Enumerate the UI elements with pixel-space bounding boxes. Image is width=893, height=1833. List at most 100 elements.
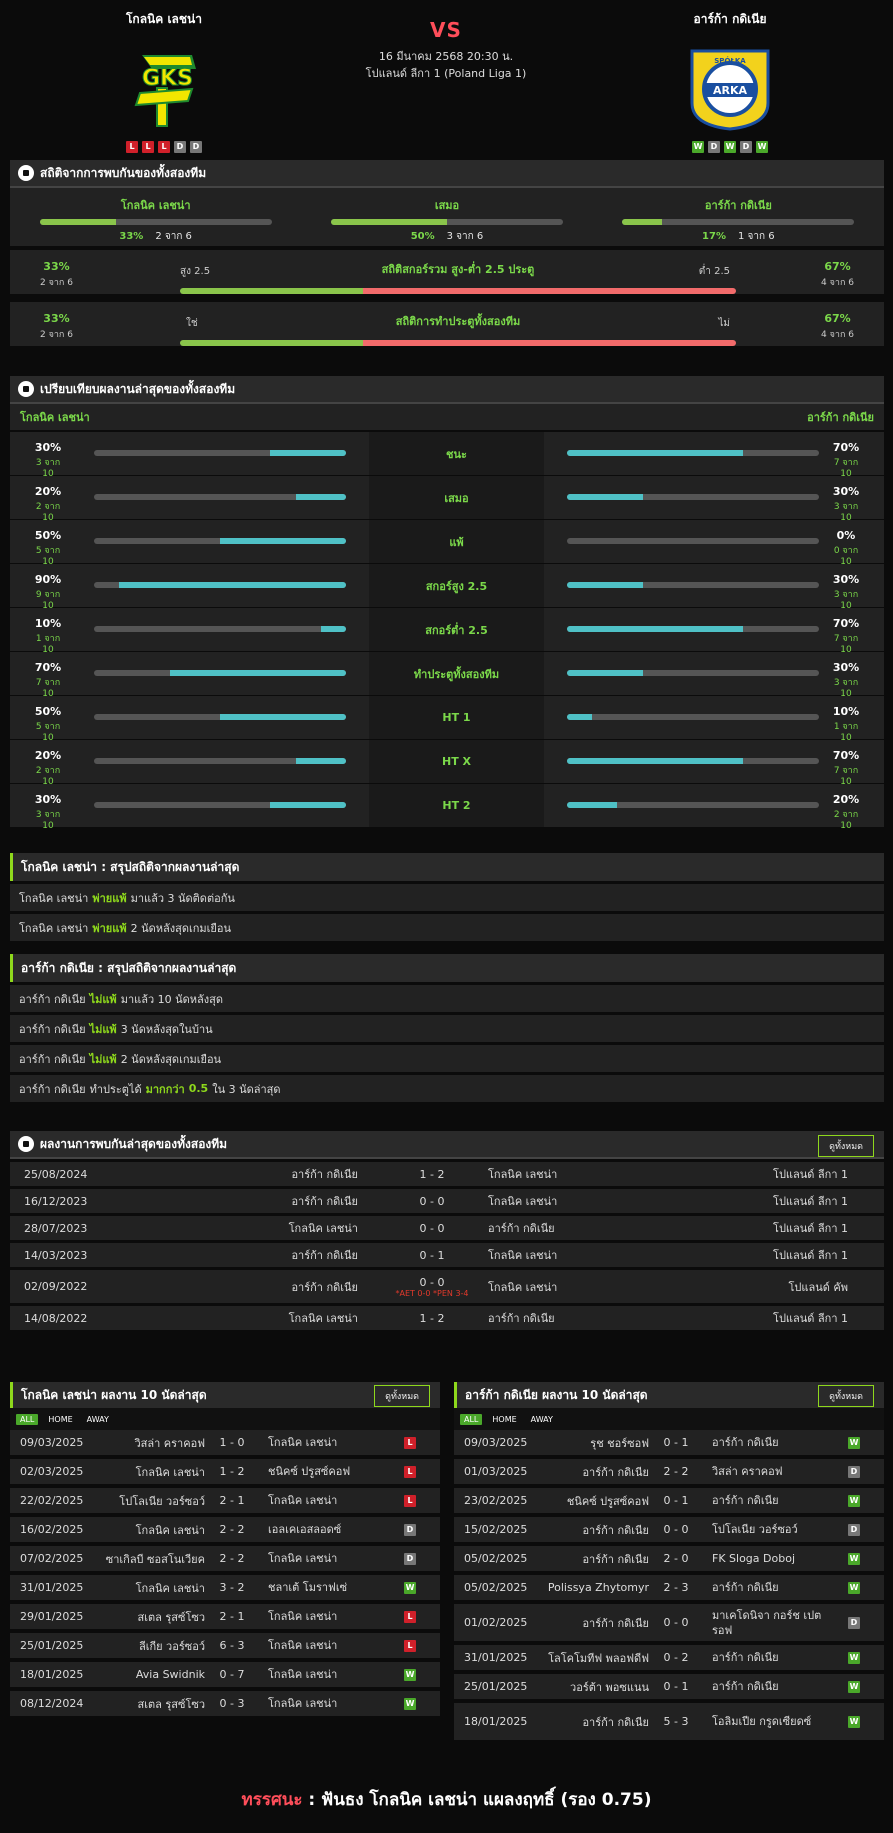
match-row[interactable]: 09/03/2025 วิสล่า คราคอฟ 1 - 0 โกลนิค เล… [10, 1430, 440, 1456]
compare-metric-label: ชนะ [369, 432, 544, 475]
view-all-button[interactable]: ดูทั้งหมด [374, 1385, 430, 1407]
result-badge: W [848, 1651, 860, 1664]
progress-bar [622, 219, 855, 225]
match-row[interactable]: 15/02/2025 อาร์ก้า กดิเนีย 0 - 0 โปโลเนี… [454, 1517, 884, 1543]
match-row[interactable]: 29/01/2025 สเตล รุสซ์โซว 2 - 1 โกลนิค เล… [10, 1604, 440, 1630]
split-bar [180, 288, 736, 294]
h2h-result-row[interactable]: 28/07/2023 โกลนิค เลชน่า 0 - 0 อาร์ก้า ก… [10, 1216, 884, 1243]
match-row[interactable]: 18/01/2025 อาร์ก้า กดิเนีย 5 - 3 โอลิมเป… [454, 1703, 884, 1741]
match-score: 0 - 0 [419, 1194, 445, 1208]
h2h-result-row[interactable]: 14/03/2023 อาร์ก้า กดิเนีย 0 - 1 โกลนิค … [10, 1243, 884, 1270]
h2h-col-pct: 33% [119, 231, 144, 242]
ou-left-label: สูง 2.5 [180, 266, 211, 277]
btts-right-label: ไม่ [718, 318, 730, 329]
panel-header: อาร์ก้า กดิเนีย ผลงาน 10 นัดล่าสุด ดูทั้… [454, 1382, 884, 1408]
away-team-name: โกลนิค เลชน่า [268, 1436, 338, 1449]
away-form: W D W D W [640, 141, 820, 153]
match-row[interactable]: 09/03/2025 รุช ชอร์ซอฟ 0 - 1 อาร์ก้า กดิ… [454, 1430, 884, 1456]
h2h-result-row[interactable]: 02/09/2022 อาร์ก้า กดิเนีย 0 - 0 *AET 0-0… [10, 1270, 884, 1306]
match-score: 0 - 0 [419, 1275, 445, 1289]
away-team[interactable]: อาร์ก้า กดิเนีย ARKA SPÓŁKA W D W D W [640, 10, 820, 153]
competition-name: โปแลนด์ ลีกา 1 [773, 1312, 848, 1325]
home-progress-bar [94, 802, 346, 808]
summary-team: โกลนิค เลชน่า [19, 891, 89, 905]
view-all-button[interactable]: ดูทั้งหมด [818, 1385, 874, 1407]
summary-text: มาแล้ว 10 นัดหลังสุด [120, 992, 223, 1006]
match-row[interactable]: 25/01/2025 ลีเกีย วอร์ซอว์ 6 - 3 โกลนิค … [10, 1633, 440, 1659]
home-pct: 30% [34, 441, 62, 454]
match-row[interactable]: 31/01/2025 โลโคโมทีฟ พลอฟดีฟ 0 - 2 อาร์ก… [454, 1645, 884, 1671]
away-team-name: อาร์ก้า กดิเนีย [712, 1680, 779, 1693]
match-row[interactable]: 01/03/2025 อาร์ก้า กดิเนีย 2 - 2 วิสล่า … [454, 1459, 884, 1485]
home-pct: 50% [34, 705, 62, 718]
section-header: เปรียบเทียบผลงานล่าสุดของทั้งสองทีม [10, 376, 884, 404]
summary-team: อาร์ก้า กดิเนีย [19, 1022, 86, 1036]
away-team-name: โกลนิค เลชน่า [268, 1610, 338, 1623]
tab-all[interactable]: ALL [16, 1413, 39, 1425]
summary-team: อาร์ก้า กดิเนีย [19, 1082, 86, 1096]
home-count: 2 จาก 10 [35, 766, 61, 787]
home-count: 3 จาก 10 [35, 458, 61, 479]
away-team-name: ชนิคซ์ ปรูสซ์คอฟ [268, 1465, 351, 1478]
svg-text:SPÓŁKA: SPÓŁKA [714, 56, 746, 65]
result-badge: D [404, 1523, 416, 1536]
match-row[interactable]: 16/02/2025 โกลนิค เลชน่า 2 - 2 เอลเคเอสล… [10, 1517, 440, 1543]
home-team-name: อาร์ก้า กดิเนีย [582, 1523, 649, 1537]
soccer-ball-icon [18, 165, 34, 181]
tab-away[interactable]: AWAY [530, 1414, 553, 1424]
tab-home[interactable]: HOME [48, 1414, 73, 1424]
away-progress-bar [567, 802, 819, 808]
match-date: 05/02/2025 [464, 1552, 528, 1565]
summary-away-section: อาร์ก้า กดิเนีย : สรุปสถิติจากผลงานล่าสุ… [10, 954, 884, 1102]
form-badge: L [126, 141, 138, 153]
match-row[interactable]: 07/02/2025 ซาเกิลบี ซอสโนเวียค 2 - 2 โกล… [10, 1546, 440, 1572]
summary-header: อาร์ก้า กดิเนีย : สรุปสถิติจากผลงานล่าสุ… [10, 954, 884, 982]
away-pct: 0% [836, 529, 856, 542]
match-row[interactable]: 22/02/2025 โปโลเนีย วอร์ซอว์ 2 - 1 โกลนิ… [10, 1488, 440, 1514]
h2h-col-pct: 50% [410, 231, 435, 242]
h2h-stats-section: สถิติจากการพบกันของทั้งสองทีม โกลนิค เลช… [10, 160, 884, 346]
tab-all[interactable]: ALL [460, 1413, 483, 1425]
h2h-result-row[interactable]: 14/08/2022 โกลนิค เลชน่า 1 - 2 อาร์ก้า ก… [10, 1306, 884, 1333]
match-row[interactable]: 08/12/2024 สเตล รุสซ์โซว 0 - 3 โกลนิค เล… [10, 1691, 440, 1717]
h2h-result-row[interactable]: 16/12/2023 อาร์ก้า กดิเนีย 0 - 0 โกลนิค … [10, 1189, 884, 1216]
match-row[interactable]: 31/01/2025 โกลนิค เลชน่า 3 - 2 ชลาเต้ โม… [10, 1575, 440, 1601]
away-team-name: โกลนิค เลชน่า [488, 1195, 558, 1208]
home-pct: 20% [34, 749, 62, 762]
match-row[interactable]: 18/01/2025 Avia Swidnik 0 - 7 โกลนิค เลช… [10, 1662, 440, 1688]
away-team-name: โกลนิค เลชน่า [488, 1249, 558, 1262]
match-date: 02/09/2022 [24, 1280, 88, 1293]
away-team-name: วิสล่า คราคอฟ [712, 1465, 783, 1478]
match-row[interactable]: 01/02/2025 อาร์ก้า กดิเนีย 0 - 0 มาเคโดน… [454, 1604, 884, 1642]
home-count: 9 จาก 10 [35, 590, 61, 611]
match-score: 1 - 2 [419, 1311, 445, 1325]
away-team-name: โปโลเนีย วอร์ซอว์ [712, 1523, 798, 1536]
view-all-button[interactable]: ดูทั้งหมด [818, 1135, 874, 1157]
match-row[interactable]: 05/02/2025 อาร์ก้า กดิเนีย 2 - 0 FK Slog… [454, 1546, 884, 1572]
match-row[interactable]: 05/02/2025 Polissya Zhytomyr 2 - 3 อาร์ก… [454, 1575, 884, 1601]
tab-away[interactable]: AWAY [86, 1414, 109, 1424]
match-row[interactable]: 23/02/2025 ชนิคซ์ ปรูสซ์คอฟ 0 - 1 อาร์ก้… [454, 1488, 884, 1514]
away-team-name: ชลาเต้ โมราฟเซ่ [268, 1581, 348, 1594]
btts-right-pct: 67% [824, 312, 851, 325]
home-team[interactable]: โกลนิค เลชน่า GKS L L L D D [74, 10, 254, 153]
home-form: L L L D D [74, 141, 254, 153]
away-team-name: อาร์ก้า กดิเนีย [712, 1436, 779, 1449]
summary-row: อาร์ก้า กดิเนีย ไม่แพ้ 2 นัดหลังสุดเกมเยือ… [10, 1042, 884, 1072]
home-team-name: ซาเกิลบี ซอสโนเวียค [105, 1552, 205, 1566]
h2h-result-row[interactable]: 25/08/2024 อาร์ก้า กดิเนีย 1 - 2 โกลนิค … [10, 1162, 884, 1189]
away-pct: 10% [832, 705, 860, 718]
home-pct: 10% [34, 617, 62, 630]
away-team-name: อาร์ก้า กดิเนีย [693, 12, 767, 26]
match-score: 0 - 3 [219, 1697, 245, 1710]
away-count: 0 จาก 10 [833, 546, 859, 567]
tab-home[interactable]: HOME [492, 1414, 517, 1424]
result-badge: W [404, 1697, 416, 1710]
home-team-name: โกลนิค เลชน่า [135, 1523, 205, 1537]
result-badge: L [404, 1494, 416, 1507]
match-row[interactable]: 25/01/2025 วอร์ต้า พอซแนน 0 - 1 อาร์ก้า … [454, 1674, 884, 1700]
home-count: 7 จาก 10 [35, 678, 61, 699]
compare-metric-label: ทำประตูทั้งสองทีม [369, 652, 544, 695]
match-row[interactable]: 02/03/2025 โกลนิค เลชน่า 1 - 2 ชนิคซ์ ปร… [10, 1459, 440, 1485]
competition-name: โปแลนด์ ลีกา 1 [773, 1168, 848, 1181]
